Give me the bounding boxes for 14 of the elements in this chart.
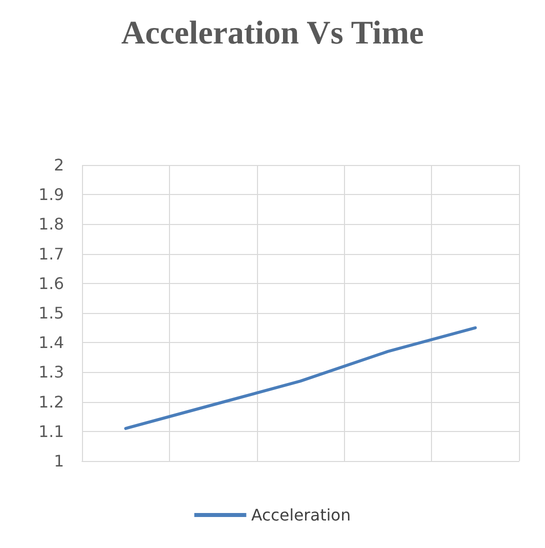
y-tick-label: 1.4 xyxy=(38,333,64,352)
y-tick-label: 1 xyxy=(54,452,64,470)
y-tick-label: 1.9 xyxy=(38,185,64,204)
y-tick-label: 1.8 xyxy=(38,214,64,234)
line-series xyxy=(124,326,477,430)
y-tick-label: 1.1 xyxy=(38,422,64,441)
y-tick-label: 1.7 xyxy=(38,244,64,264)
y-tick-label: 1.6 xyxy=(38,274,64,293)
y-tick-label: 1.5 xyxy=(38,304,64,322)
chart-title: Acceleration Vs Time xyxy=(121,16,424,52)
legend-label: Acceleration xyxy=(251,506,351,524)
y-tick-label: 1.2 xyxy=(38,392,64,412)
y-tick-label: 2 xyxy=(54,156,64,174)
y-tick-label: 1.3 xyxy=(38,362,64,382)
